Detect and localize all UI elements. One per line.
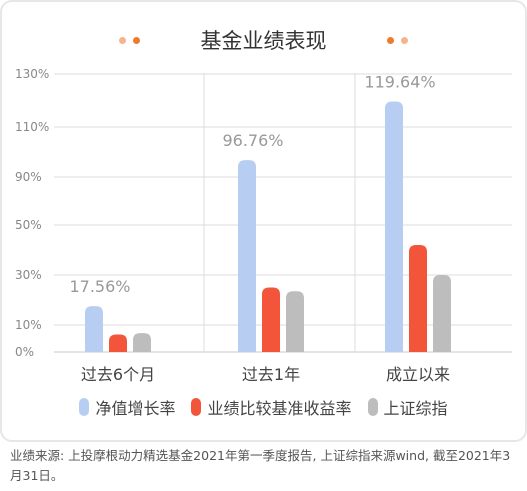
legend-item-shanghai-index: 上证综指 bbox=[367, 395, 448, 419]
bar bbox=[238, 160, 256, 352]
title-row: 基金业绩表现 bbox=[0, 24, 527, 58]
legend-item-net-value: 净值增长率 bbox=[79, 395, 175, 419]
y-tick-label: 130% bbox=[15, 67, 49, 81]
legend-item-benchmark: 业绩比较基准收益率 bbox=[191, 395, 352, 419]
x-tick-label: 过去1年 bbox=[242, 365, 300, 384]
legend-label-shanghai-index: 上证综指 bbox=[383, 399, 448, 418]
data-label: 119.64% bbox=[364, 72, 435, 91]
legend-label-net-value: 净值增长率 bbox=[95, 399, 176, 418]
bar bbox=[133, 333, 151, 352]
y-tick-label: 90% bbox=[15, 170, 42, 184]
decor-dot-left-1 bbox=[119, 37, 126, 44]
x-tick-label: 成立以来 bbox=[386, 365, 450, 384]
chart-title: 基金业绩表现 bbox=[200, 29, 327, 53]
bar bbox=[262, 287, 280, 352]
bar bbox=[385, 101, 403, 352]
decor-dot-right-1 bbox=[387, 37, 394, 44]
x-tick-label: 过去6个月 bbox=[81, 365, 155, 384]
data-label: 96.76% bbox=[222, 131, 283, 150]
decor-dot-right-2 bbox=[401, 37, 408, 44]
bar bbox=[109, 334, 127, 352]
bar bbox=[286, 291, 304, 352]
legend: 净值增长率 业绩比较基准收益率 上证综指 bbox=[0, 394, 527, 420]
data-label: 17.56% bbox=[69, 277, 130, 296]
legend-swatch-shanghai-index bbox=[367, 398, 378, 416]
bar bbox=[409, 245, 427, 352]
legend-swatch-benchmark bbox=[191, 398, 202, 416]
y-tick-label: 10% bbox=[15, 318, 42, 332]
decor-dot-left-2 bbox=[133, 37, 140, 44]
bar bbox=[85, 306, 103, 352]
y-tick-label: 30% bbox=[15, 268, 42, 282]
y-tick-label: 110% bbox=[15, 120, 49, 134]
footnote: 业绩来源: 上投摩根动力精选基金2021年第一季度报告, 上证综指来源wind,… bbox=[10, 448, 511, 483]
bar-chart: 0% 10% 30% 50% 90% 110% 130% 过去6个月 过去1年 成立以来 17.56… bbox=[15, 67, 512, 384]
y-tick-label: 0% bbox=[15, 345, 34, 359]
legend-label-benchmark: 业绩比较基准收益率 bbox=[207, 399, 352, 418]
bar bbox=[433, 275, 451, 352]
y-tick-label: 50% bbox=[15, 218, 42, 232]
legend-swatch-net-value bbox=[79, 398, 90, 416]
